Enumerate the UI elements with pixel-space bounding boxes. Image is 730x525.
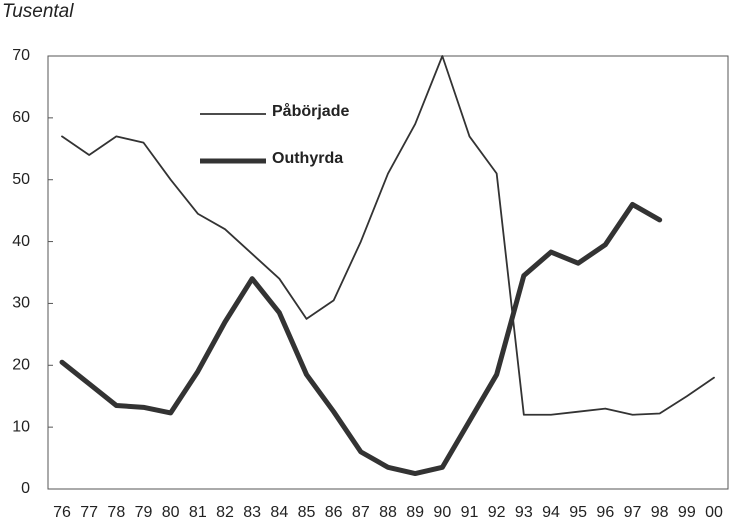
x-tick-label: 95 (569, 504, 587, 521)
y-tick-label: 60 (12, 109, 30, 126)
x-tick-label: 84 (270, 504, 288, 521)
series-line (59, 201, 663, 477)
x-tick-label: 77 (80, 504, 98, 521)
x-tick-label: 76 (53, 504, 71, 521)
x-tick-label: 97 (624, 504, 642, 521)
x-tick-label: 79 (135, 504, 153, 521)
x-tick-label: 99 (678, 504, 696, 521)
y-tick-label: 10 (12, 418, 30, 435)
y-tick-label: 70 (12, 47, 30, 64)
x-tick-label: 89 (406, 504, 424, 521)
x-tick-label: 91 (461, 504, 479, 521)
x-tick-label: 90 (433, 504, 451, 521)
x-tick-label: 83 (243, 504, 261, 521)
x-tick-label: 86 (325, 504, 343, 521)
x-tick-label: 96 (596, 504, 614, 521)
y-tick-label: 30 (12, 295, 30, 312)
y-tick-label: 40 (12, 233, 30, 250)
x-tick-label: 87 (352, 504, 370, 521)
y-tick-label: 0 (21, 480, 30, 497)
x-tick-label: 81 (189, 504, 207, 521)
series-line (61, 55, 715, 416)
x-tick-label: 80 (162, 504, 180, 521)
x-tick-label: 93 (515, 504, 533, 521)
chart-title: Tusental (2, 1, 74, 22)
x-tick-label: 82 (216, 504, 234, 521)
x-tick-label: 85 (298, 504, 316, 521)
x-tick-label: 78 (107, 504, 125, 521)
y-tick-label: 50 (12, 171, 30, 188)
x-tick-label: 00 (705, 504, 723, 521)
x-tick-label: 88 (379, 504, 397, 521)
legend-label: Outhyrda (272, 150, 343, 167)
x-tick-label: 94 (542, 504, 560, 521)
x-tick-label: 92 (488, 504, 506, 521)
x-tick-label: 98 (651, 504, 669, 521)
legend-label: Påbörjade (272, 102, 349, 120)
plot-frame (47, 55, 729, 490)
y-tick-label: 20 (12, 357, 30, 374)
